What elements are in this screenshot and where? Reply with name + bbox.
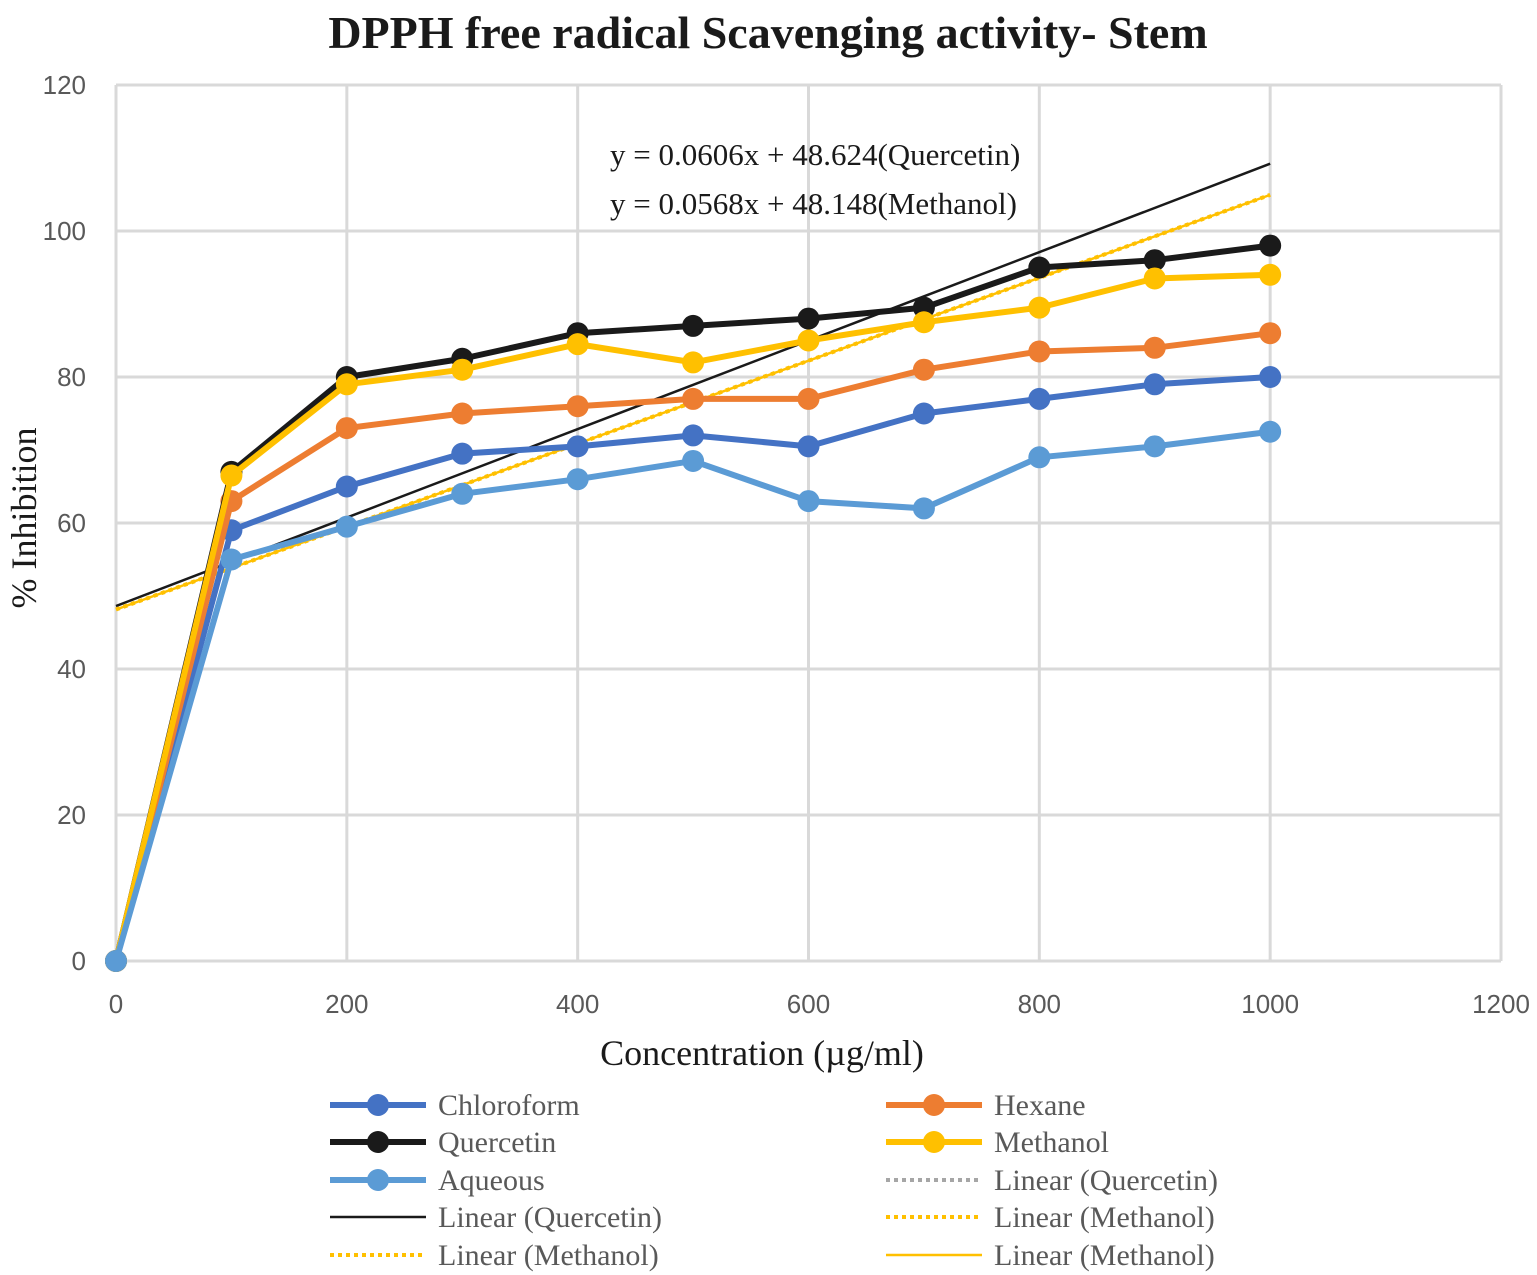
legend-marker-hexane — [923, 1094, 945, 1116]
x-tick-label: 0 — [109, 989, 123, 1019]
data-point-methanol — [912, 311, 935, 334]
data-point-aqueous — [912, 497, 935, 520]
data-point-aqueous — [1259, 420, 1282, 443]
x-tick-label: 600 — [787, 989, 830, 1019]
data-point-hexane — [1028, 340, 1051, 363]
y-tick-label: 120 — [43, 70, 86, 100]
data-point-aqueous — [220, 548, 243, 571]
data-point-aqueous — [797, 490, 820, 513]
data-point-chloroform — [912, 402, 935, 425]
x-axis-label: Concentration (µg/ml) — [600, 1033, 924, 1073]
data-point-methanol — [1028, 296, 1051, 319]
data-point-methanol — [335, 373, 358, 396]
equation-quercetin: y = 0.0606x + 48.624(Quercetin) — [610, 137, 1020, 172]
data-point-chloroform — [1259, 366, 1282, 388]
data-point-methanol — [682, 351, 705, 374]
x-tick-label: 1000 — [1241, 989, 1299, 1019]
data-point-aqueous — [566, 468, 589, 491]
data-point-hexane — [797, 387, 820, 410]
legend-marker-chloroform — [367, 1094, 389, 1116]
data-point-hexane — [912, 358, 935, 381]
data-point-methanol — [1143, 267, 1166, 290]
data-point-hexane — [335, 417, 358, 440]
data-point-methanol — [1259, 263, 1282, 286]
data-point-aqueous — [451, 482, 474, 505]
x-tick-label: 200 — [325, 989, 368, 1019]
legend: Chloroform Hexane Quercetin Methanol Aqueous… — [330, 1089, 1218, 1272]
y-tick-label: 0 — [72, 946, 86, 976]
data-point-aqueous — [1028, 446, 1051, 469]
legend-label-chloroform: Chloroform — [438, 1089, 580, 1122]
data-point-hexane — [1143, 336, 1166, 359]
legend-label-aqueous: Aqueous — [438, 1164, 545, 1197]
legend-marker-aqueous — [367, 1169, 389, 1191]
data-point-chloroform — [797, 435, 820, 458]
data-point-chloroform — [682, 424, 705, 447]
data-point-quercetin — [1028, 256, 1051, 279]
series-group — [105, 234, 1282, 972]
y-tick-label: 20 — [57, 800, 86, 830]
data-point-aqueous — [335, 515, 358, 538]
data-point-quercetin — [797, 307, 820, 330]
y-axis-label: % Inhibition — [4, 428, 44, 609]
chart-title: DPPH free radical Scavenging activity- S… — [328, 7, 1207, 58]
data-point-quercetin — [1143, 249, 1166, 272]
data-point-hexane — [566, 395, 589, 418]
data-point-chloroform — [1143, 373, 1166, 396]
legend-label-hexane: Hexane — [994, 1089, 1086, 1122]
legend-label-linear-methanol: Linear (Methanol) — [438, 1239, 659, 1272]
data-point-quercetin — [1259, 234, 1282, 257]
legend-label-linear-quercetin: Linear (Quercetin) — [438, 1201, 662, 1234]
legend-marker-quercetin — [367, 1131, 389, 1153]
data-point-hexane — [682, 387, 705, 410]
data-point-methanol — [566, 333, 589, 356]
equation-methanol: y = 0.0568x + 48.148(Methanol) — [610, 186, 1017, 221]
data-point-methanol — [797, 329, 820, 352]
data-point-chloroform — [566, 435, 589, 458]
grid — [114, 83, 1503, 963]
x-tick-label: 400 — [556, 989, 599, 1019]
data-point-chloroform — [1028, 387, 1051, 410]
y-tick-label: 80 — [57, 362, 86, 392]
data-point-hexane — [1259, 322, 1282, 345]
x-tick-label: 1200 — [1472, 989, 1530, 1019]
data-point-chloroform — [451, 442, 474, 465]
y-tick-label: 100 — [43, 216, 86, 246]
data-point-methanol — [220, 464, 243, 487]
data-point-quercetin — [682, 314, 705, 337]
data-point-aqueous — [105, 950, 127, 972]
legend-label-linear-quercetin: Linear (Quercetin) — [994, 1164, 1218, 1197]
data-point-aqueous — [682, 449, 705, 472]
data-point-chloroform — [335, 475, 358, 498]
legend-label-linear-methanol: Linear (Methanol) — [994, 1239, 1215, 1272]
trendline-linear-quercetin-0 — [115, 162, 1271, 608]
y-tick-label: 40 — [57, 654, 86, 684]
y-tick-label: 60 — [57, 508, 86, 538]
data-point-hexane — [451, 402, 474, 425]
legend-marker-methanol — [923, 1131, 945, 1153]
data-point-aqueous — [1143, 435, 1166, 458]
legend-label-linear-methanol: Linear (Methanol) — [994, 1201, 1215, 1234]
tick-labels: 0 200 400 600 800 1000 1200 0 20 40 60 80 100 120 — [43, 70, 1530, 1019]
legend-label-quercetin: Quercetin — [438, 1126, 556, 1159]
data-point-methanol — [451, 358, 474, 381]
x-tick-label: 800 — [1018, 989, 1061, 1019]
legend-label-methanol: Methanol — [994, 1126, 1109, 1159]
